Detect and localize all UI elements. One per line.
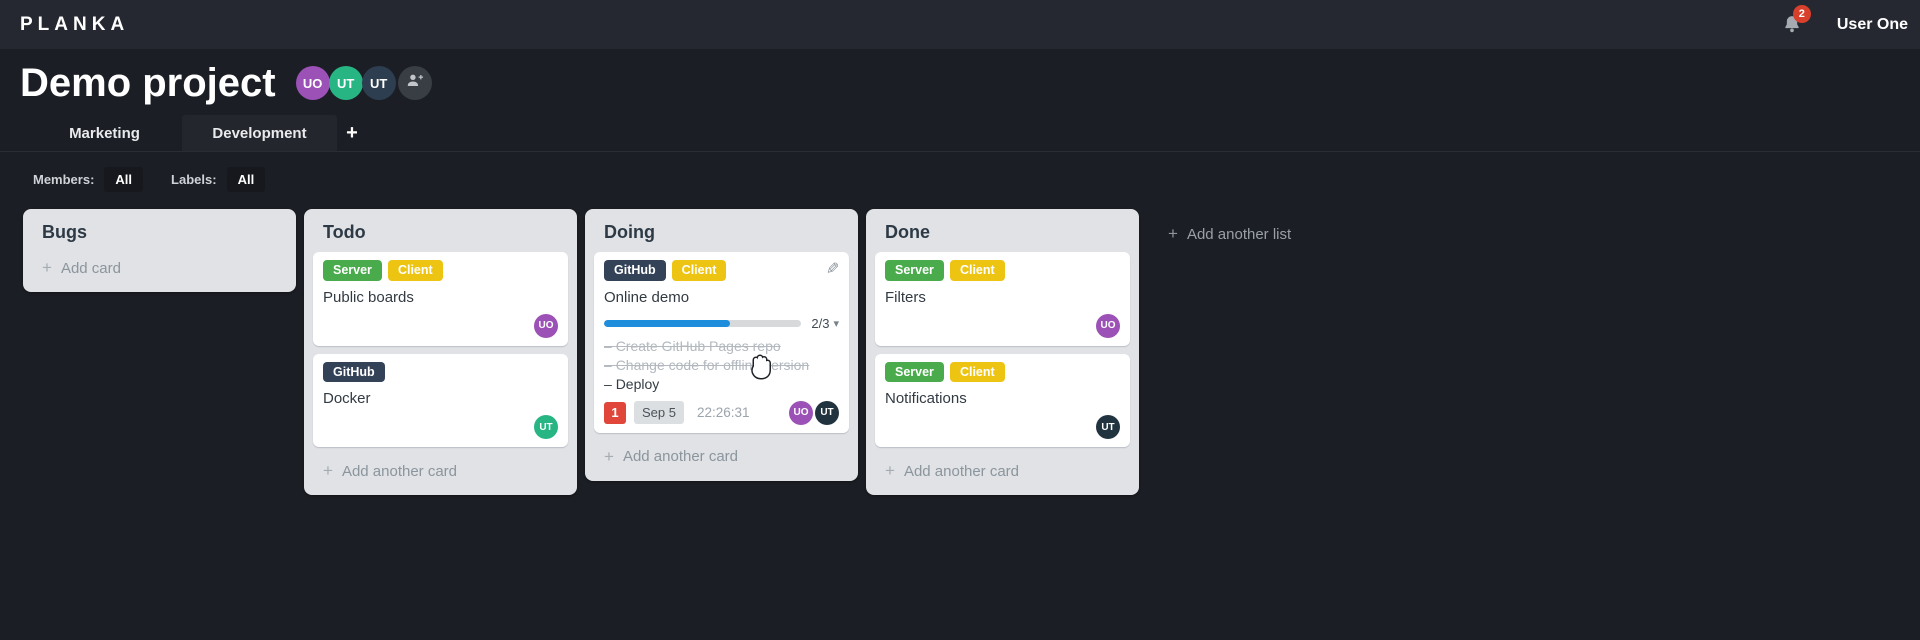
add-card-label: Add another card	[622, 448, 739, 465]
due-date-badge: Sep 5	[634, 401, 684, 424]
list-doing: Doing GitHub Client ✎ Online demo 2/3 ▾ …	[585, 209, 858, 481]
plus-icon: +	[604, 446, 614, 466]
add-list-label: Add another list	[1186, 225, 1292, 243]
card-title: Public boards	[323, 288, 414, 306]
card-notifications[interactable]: Server Client Notifications UT	[875, 353, 1130, 447]
project-member-avatar[interactable]: UT	[361, 66, 396, 100]
card-member-avatar: UT	[1096, 415, 1120, 439]
labels-filter-value[interactable]: All	[226, 167, 266, 192]
card-labels: Server Client	[323, 260, 558, 281]
members-filter-value[interactable]: All	[104, 167, 144, 192]
tab-development[interactable]: Development	[182, 115, 337, 151]
task-item: Create GitHub Pages repo	[604, 337, 839, 356]
add-another-card-button[interactable]: + Add another card	[594, 441, 849, 473]
card-members: UT	[323, 415, 558, 439]
plus-icon: +	[42, 258, 52, 277]
add-card-label: Add another card	[903, 462, 1020, 480]
add-another-card-button[interactable]: + Add another card	[875, 455, 1130, 487]
list-bugs: Bugs + Add card	[23, 209, 296, 292]
card-label: Client	[671, 260, 727, 281]
progress-bar	[604, 319, 802, 327]
user-menu[interactable]: User One	[1836, 15, 1908, 33]
card-title: Filters	[885, 288, 926, 306]
tasks-progress-toggle[interactable]: 2/3 ▾	[604, 316, 839, 331]
card-label: Client	[949, 260, 1005, 281]
card-label: Client	[949, 361, 1005, 382]
card-labels: Server Client	[885, 361, 1120, 382]
project-members: UO UT UT	[295, 66, 432, 100]
labels-filter-label: Labels:	[171, 172, 217, 187]
plus-icon: +	[885, 461, 895, 480]
add-board-button[interactable]: +	[337, 115, 367, 151]
add-another-list-button[interactable]: + Add another list	[1147, 209, 1291, 244]
card-filters[interactable]: Server Client Filters UO	[875, 252, 1130, 346]
card-member-avatar: UT	[534, 415, 558, 439]
card-members: UO	[885, 313, 1120, 338]
card-label: Server	[885, 260, 944, 281]
add-card-label: Add another card	[341, 462, 458, 480]
filter-bar: Members: All Labels: All	[0, 152, 1920, 192]
progress-count: 2/3	[811, 315, 830, 331]
card-labels: GitHub	[323, 361, 558, 382]
edit-card-icon[interactable]: ✎	[825, 261, 839, 279]
notifications-count-badge: 2	[1792, 4, 1811, 23]
add-another-card-button[interactable]: + Add another card	[313, 455, 568, 487]
card-title: Online demo	[604, 288, 690, 306]
app-logo[interactable]: PLANKA	[20, 13, 130, 35]
list-title[interactable]: Bugs	[42, 222, 87, 242]
add-card-button[interactable]: + Add card	[32, 252, 287, 284]
project-header: Demo project UO UT UT	[0, 49, 1920, 105]
card-label: GitHub	[323, 361, 385, 382]
notifications-count-badge: 1	[604, 401, 626, 424]
board: Bugs + Add card Todo Server Client Publi…	[23, 209, 1920, 495]
card-label: GitHub	[604, 260, 666, 281]
card-title: Notifications	[885, 390, 967, 407]
card-badges: 1 Sep 5 22:26:31 UO UT	[604, 400, 839, 425]
add-card-label: Add card	[60, 259, 121, 277]
card-member-avatar: UT	[815, 400, 839, 425]
card-members: UO	[323, 313, 558, 338]
card-member-avatar: UO	[789, 400, 813, 425]
list-todo: Todo Server Client Public boards UO GitH…	[304, 209, 577, 495]
time-tracking-badge: 22:26:31	[696, 405, 750, 420]
list-title[interactable]: Todo	[323, 222, 366, 242]
task-item: Deploy	[604, 375, 839, 394]
top-bar: PLANKA 2 User One	[0, 0, 1920, 49]
project-member-avatar[interactable]: UT	[328, 66, 363, 100]
task-list: Create GitHub Pages repo Change code for…	[604, 337, 839, 394]
plus-icon: +	[346, 121, 358, 144]
topbar-right: 2 User One	[1775, 4, 1910, 42]
card-member-avatar: UO	[1096, 313, 1120, 338]
card-online-demo[interactable]: GitHub Client ✎ Online demo 2/3 ▾ Create…	[594, 252, 849, 433]
card-labels: Server Client	[885, 260, 1120, 281]
plus-icon: +	[1168, 224, 1178, 243]
progress-fill	[604, 319, 731, 327]
card-title: Docker	[323, 390, 371, 407]
card-labels: GitHub Client ✎	[604, 260, 839, 281]
card-label: Client	[387, 260, 443, 281]
task-item: Change code for offline version	[604, 356, 839, 375]
project-member-avatar[interactable]: UO	[295, 66, 330, 100]
card-members: UT	[885, 415, 1120, 439]
list-title[interactable]: Done	[885, 222, 930, 242]
list-done: Done Server Client Filters UO Server Cli…	[866, 209, 1139, 495]
card-label: Server	[323, 260, 382, 281]
chevron-down-icon: ▾	[833, 317, 839, 330]
members-filter-label: Members:	[33, 172, 95, 187]
board-tabs: Marketing Development +	[0, 115, 1920, 152]
add-member-button[interactable]	[397, 66, 432, 100]
card-docker[interactable]: GitHub Docker UT	[313, 353, 568, 447]
plus-icon: +	[323, 461, 333, 480]
card-public-boards[interactable]: Server Client Public boards UO	[313, 252, 568, 346]
card-label: Server	[885, 361, 944, 382]
tab-marketing[interactable]: Marketing	[69, 124, 140, 142]
list-title[interactable]: Doing	[604, 222, 655, 242]
add-user-icon	[405, 71, 424, 95]
notifications-button[interactable]: 2	[1775, 4, 1811, 42]
card-member-avatar: UO	[534, 313, 558, 338]
project-title[interactable]: Demo project	[20, 61, 276, 105]
